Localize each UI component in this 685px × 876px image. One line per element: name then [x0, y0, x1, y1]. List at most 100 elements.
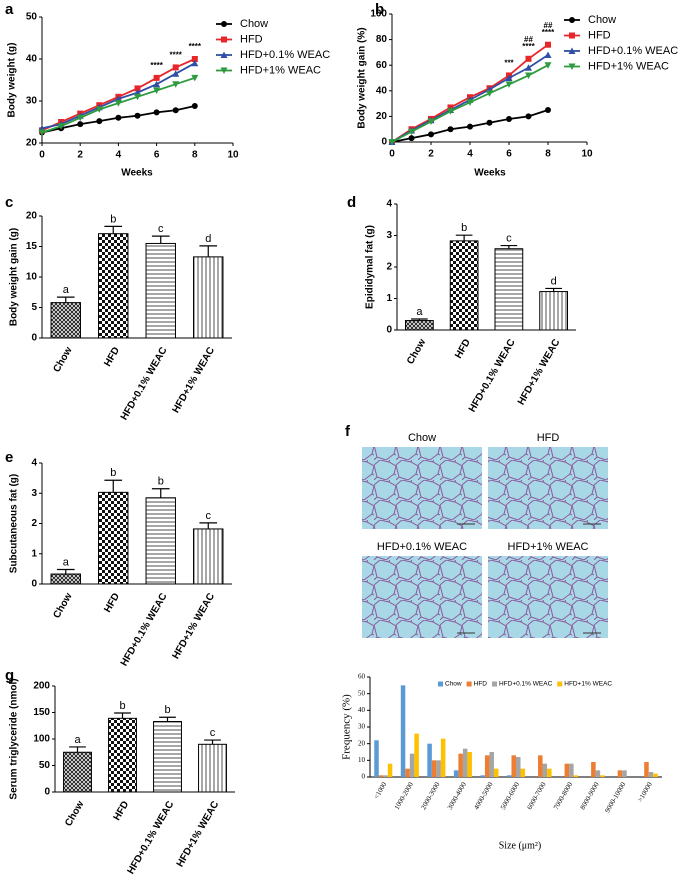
y-tick-label: 50: [39, 760, 51, 771]
bar: [467, 752, 472, 777]
point: [428, 131, 434, 138]
y-tick-label: 60: [376, 60, 388, 71]
y-tick-label: 80: [376, 34, 388, 45]
image-caption: Chow: [408, 432, 436, 444]
x-axis-title: Size (μm²): [499, 840, 542, 851]
bar: [648, 772, 654, 777]
y-tick-label: 40: [26, 54, 38, 65]
histology-image: [488, 556, 608, 638]
bar: [145, 242, 176, 339]
bar: [436, 760, 441, 777]
chart-panel: 0 10 20 30 40 50 60 Frequency (%) <1000 1000-2000…: [341, 673, 662, 851]
bar: [145, 497, 176, 585]
point: [525, 55, 532, 62]
significance-mark: ##: [544, 21, 553, 30]
y-tick-label: 15: [26, 241, 38, 252]
bar: [538, 755, 543, 777]
bar: [539, 291, 568, 331]
bar: [50, 302, 81, 339]
y-tick-label: 1: [386, 293, 392, 304]
point: [38, 129, 46, 136]
histology-panel: f Chow HFD HFD+0.1% WEAC HFD+1% WEAC: [345, 423, 608, 638]
legend-marker: [221, 36, 227, 43]
point: [172, 81, 180, 88]
significance-mark: ****: [189, 42, 202, 51]
point: [525, 113, 532, 120]
point: [506, 115, 512, 122]
legend-label: HFD: [240, 33, 263, 45]
y-tick-label: 0: [31, 333, 37, 344]
bar: [383, 775, 388, 777]
bar: [617, 770, 623, 777]
bar: [374, 740, 379, 777]
bar: [458, 753, 463, 777]
point: [544, 51, 552, 58]
group-letter: b: [110, 467, 116, 479]
y-tick-label: 0: [381, 137, 387, 148]
point: [134, 93, 141, 101]
bar: [414, 733, 419, 777]
legend-label: Chow: [445, 681, 462, 688]
point: [191, 59, 199, 67]
group-letter: a: [74, 734, 81, 746]
bar: [400, 685, 406, 777]
group-letter: b: [461, 222, 467, 234]
significance-mark: ****: [522, 42, 535, 51]
x-tick-label: Chow: [63, 799, 86, 828]
x-tick-label: HFD+0.1% WEAC: [119, 591, 170, 668]
legend-label: HFD+0.1% WEAC: [240, 49, 330, 61]
y-tick-label: 200: [33, 681, 50, 692]
x-axis-title: Weeks: [121, 168, 153, 179]
x-tick-label: HFD+1% WEAC: [175, 799, 222, 869]
legend-swatch: [557, 681, 563, 687]
y-tick-label: 20: [376, 111, 388, 122]
point: [525, 64, 532, 71]
point: [486, 119, 493, 126]
bar: [489, 752, 494, 777]
y-tick-label: 0: [386, 325, 392, 336]
panel-label: e: [5, 449, 13, 466]
image-caption: HFD+0.1% WEAC: [377, 541, 467, 553]
x-tick-label: 0: [389, 149, 395, 160]
group-letter: b: [158, 476, 164, 488]
image-caption: HFD+1% WEAC: [508, 541, 589, 553]
x-tick-label: HFD+0.1% WEAC: [126, 799, 177, 876]
x-tick-label: HFD+0.1% WEAC: [119, 345, 170, 422]
x-tick-label: HFD+1% WEAC: [516, 337, 563, 407]
y-tick-label: 3: [31, 488, 37, 499]
x-tick-label: 7000-8000: [552, 780, 574, 811]
bar: [98, 233, 129, 339]
point: [545, 107, 551, 113]
significance-mark: ****: [150, 61, 163, 70]
y-tick-label: 3: [386, 230, 392, 241]
point: [486, 90, 493, 97]
legend-label: HFD+0.1% WEAC: [588, 45, 678, 57]
significance-mark: ##: [524, 35, 533, 44]
bar: [622, 770, 627, 777]
bar: [387, 763, 393, 777]
legend-label: HFD: [474, 681, 488, 688]
point: [544, 62, 552, 69]
x-tick-label: HFD: [102, 345, 122, 368]
point: [153, 80, 161, 88]
x-tick-label: 2: [77, 150, 83, 161]
legend-swatch: [491, 681, 497, 687]
group-letter: c: [210, 727, 216, 739]
point: [191, 56, 198, 62]
panel-label: c: [5, 194, 13, 211]
legend-label: HFD+1% WEAC: [240, 64, 321, 76]
y-tick-label: 4: [386, 199, 392, 210]
point: [172, 64, 179, 71]
x-tick-label: HFD+1% WEAC: [171, 591, 218, 661]
point: [545, 41, 551, 48]
x-tick-label: 4: [116, 150, 122, 161]
y-axis-title: Frequency (%): [341, 694, 353, 760]
y-axis-title: Body weight gain (%): [357, 27, 368, 128]
point: [134, 85, 141, 92]
bar: [547, 768, 552, 777]
x-tick-label: Chow: [51, 345, 74, 374]
bar: [600, 775, 605, 777]
bar: [462, 748, 468, 777]
